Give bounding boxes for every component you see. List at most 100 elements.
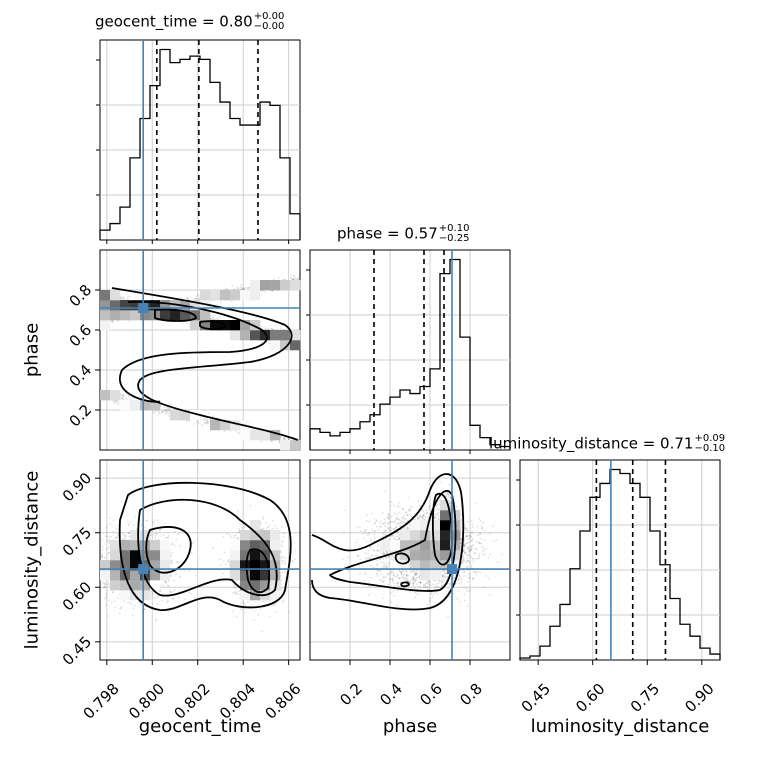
sample-point bbox=[154, 536, 157, 539]
sample-point bbox=[156, 603, 159, 606]
sample-point bbox=[271, 520, 274, 522]
sample-point bbox=[269, 440, 272, 442]
sample-point bbox=[124, 396, 127, 399]
sample-point bbox=[122, 296, 125, 299]
sample-point bbox=[127, 522, 130, 525]
sample-point bbox=[231, 284, 234, 287]
sample-point bbox=[223, 430, 226, 433]
sample-point bbox=[101, 548, 104, 551]
sample-point bbox=[294, 277, 297, 279]
panel-frame bbox=[309, 249, 511, 451]
sample-point bbox=[162, 584, 164, 586]
sample-point bbox=[239, 523, 242, 526]
sample-point bbox=[283, 438, 286, 441]
sample-point bbox=[233, 536, 236, 539]
sample-point bbox=[113, 600, 116, 603]
marginal-panel-phase bbox=[306, 249, 511, 451]
sample-point bbox=[197, 422, 200, 425]
sample-point bbox=[106, 531, 109, 534]
density-cell bbox=[110, 310, 121, 321]
sample-point bbox=[234, 587, 237, 589]
sample-point bbox=[223, 551, 226, 554]
density-cell bbox=[110, 290, 121, 301]
sample-point bbox=[213, 318, 216, 321]
sample-point bbox=[111, 321, 114, 324]
sample-point bbox=[134, 604, 137, 607]
sample-point bbox=[123, 538, 125, 540]
sample-point bbox=[194, 597, 196, 600]
sample-point bbox=[163, 406, 166, 409]
sample-point bbox=[219, 301, 221, 304]
sample-point bbox=[292, 274, 295, 277]
sample-point bbox=[116, 401, 119, 404]
density-cell bbox=[250, 280, 261, 291]
density-cell bbox=[290, 340, 301, 351]
sample-point bbox=[121, 397, 124, 400]
sample-point bbox=[237, 593, 240, 596]
sample-point bbox=[122, 533, 125, 536]
density-cell bbox=[220, 290, 231, 301]
density-cell bbox=[250, 330, 261, 341]
sample-point bbox=[287, 611, 290, 614]
sample-point bbox=[280, 575, 282, 577]
panel-frame bbox=[99, 39, 301, 241]
sample-point bbox=[170, 560, 172, 562]
density-cell bbox=[200, 290, 211, 301]
sample-point bbox=[169, 588, 171, 591]
sample-point bbox=[211, 318, 214, 321]
sample-point bbox=[158, 412, 160, 415]
sample-point bbox=[166, 536, 169, 539]
sample-point bbox=[226, 532, 228, 535]
sample-point bbox=[273, 603, 276, 606]
sample-point bbox=[153, 519, 156, 521]
sample-point bbox=[108, 517, 111, 519]
sample-point bbox=[281, 555, 283, 558]
sample-point bbox=[235, 615, 238, 618]
sample-point bbox=[128, 396, 131, 399]
sample-point bbox=[270, 327, 273, 330]
sample-point bbox=[280, 436, 283, 439]
sample-point bbox=[261, 600, 264, 603]
sample-point bbox=[127, 601, 129, 604]
sample-point bbox=[194, 298, 196, 300]
sample-point bbox=[121, 395, 124, 398]
sample-point bbox=[227, 560, 230, 563]
sample-point bbox=[170, 591, 172, 594]
sample-point bbox=[234, 590, 237, 593]
sample-point bbox=[197, 294, 200, 296]
sample-point bbox=[236, 286, 239, 289]
sample-point bbox=[281, 571, 284, 574]
sample-point bbox=[152, 410, 155, 413]
sample-point bbox=[282, 438, 285, 440]
sample-point bbox=[231, 610, 234, 613]
sample-point bbox=[161, 410, 164, 413]
sample-point bbox=[271, 328, 274, 331]
sample-point bbox=[101, 553, 104, 556]
sample-point bbox=[187, 570, 190, 572]
sample-point bbox=[168, 534, 170, 537]
sample-point bbox=[236, 288, 239, 291]
sample-point bbox=[117, 597, 119, 600]
sample-point bbox=[218, 558, 221, 561]
sample-point bbox=[164, 409, 167, 411]
sample-point bbox=[123, 600, 125, 602]
sample-point bbox=[242, 600, 245, 603]
sample-point bbox=[112, 399, 115, 402]
sample-point bbox=[228, 558, 230, 561]
sample-point bbox=[207, 420, 210, 423]
density-cell bbox=[190, 320, 201, 331]
density-cell bbox=[160, 310, 171, 321]
sample-point bbox=[112, 530, 115, 533]
sample-point bbox=[246, 287, 249, 289]
density-cell bbox=[250, 290, 261, 301]
sample-point bbox=[204, 418, 207, 421]
sample-point bbox=[131, 614, 134, 616]
sample-point bbox=[166, 584, 169, 587]
sample-point bbox=[112, 591, 114, 593]
sample-point bbox=[212, 547, 215, 550]
sample-point bbox=[153, 412, 156, 415]
density-cell bbox=[280, 440, 291, 451]
sample-point bbox=[128, 524, 130, 527]
sample-point bbox=[121, 398, 123, 400]
sample-point bbox=[234, 593, 237, 596]
